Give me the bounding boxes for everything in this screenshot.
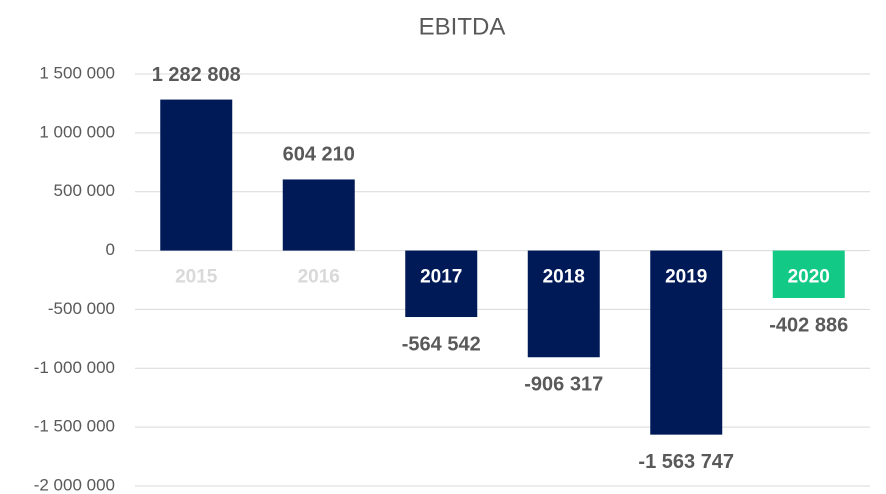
bar — [160, 99, 233, 251]
bar — [405, 250, 478, 318]
bar — [650, 250, 723, 435]
data-label: 604 210 — [283, 144, 355, 166]
y-tick-label: -2 000 000 — [34, 475, 115, 494]
y-tick-label: -1 000 000 — [34, 358, 115, 377]
x-tick-label: 2016 — [298, 267, 340, 288]
y-tick-label: 0 — [106, 240, 115, 259]
x-tick-label: 2017 — [420, 267, 462, 288]
y-tick-label: -500 000 — [48, 299, 115, 318]
x-tick-label: 2015 — [175, 267, 218, 288]
x-tick-label: 2018 — [543, 267, 585, 288]
y-tick-label: 500 000 — [54, 181, 115, 200]
x-tick-label: 2019 — [665, 267, 707, 288]
bar — [282, 179, 355, 251]
bar — [527, 250, 600, 358]
data-label: -906 317 — [524, 374, 603, 396]
x-tick-label: 2020 — [788, 267, 830, 288]
y-tick-label: -1 500 000 — [34, 417, 115, 436]
chart-title: EBITDA — [419, 13, 506, 40]
data-label: 1 282 808 — [152, 64, 241, 86]
data-label: -1 563 747 — [638, 451, 734, 473]
data-label: -402 886 — [769, 314, 848, 336]
y-tick-label: 1 500 000 — [39, 63, 115, 82]
data-label: -564 542 — [402, 333, 481, 355]
bar — [772, 250, 845, 298]
y-tick-label: 1 000 000 — [39, 122, 115, 141]
